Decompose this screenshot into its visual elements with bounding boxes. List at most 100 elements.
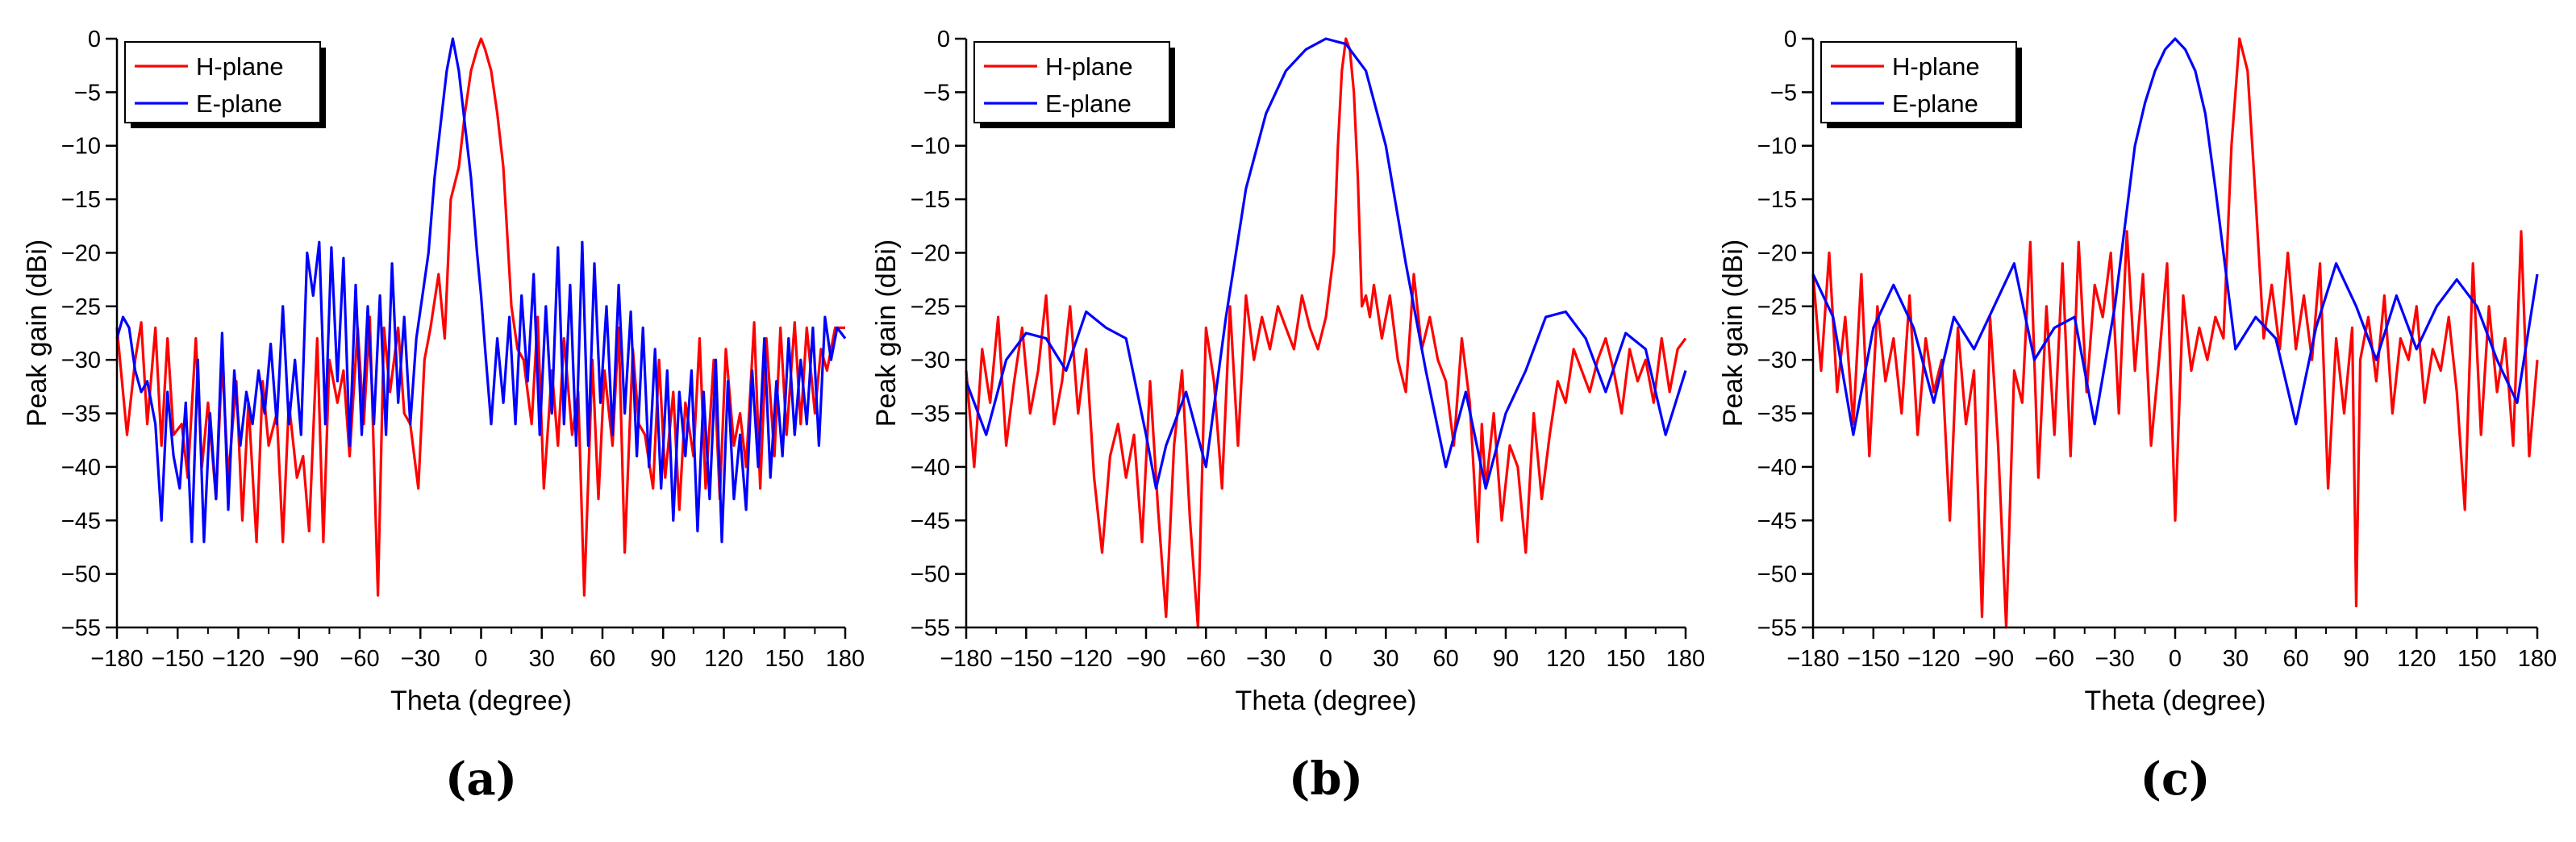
x-tick-label: 0 [474,646,487,672]
x-tick-label: −180 [940,646,992,672]
legend-box [1820,41,2017,123]
legend-label: E-plane [1045,90,1132,118]
x-tick-label: 90 [1493,646,1519,672]
y-tick-label: −15 [61,187,101,213]
x-tick-label: 90 [2343,646,2369,672]
x-tick-label: −180 [1786,646,1839,672]
series-e-plane-line [965,37,1687,490]
x-tick-label: 30 [529,646,555,672]
chart-0: −180 −150 −120 −90 −60 −30 0 30 60 90 120 150 180 0 −5… [22,27,865,806]
x-axis-title: Theta (degree) [2085,686,2266,716]
legend-label: H-plane [196,52,284,81]
chart-1: −180 −150 −120 −90 −60 −30 0 30 60 90 120 150 180 0 −5… [871,27,1705,806]
legend-label: E-plane [1892,90,1978,118]
x-tick-label: −150 [1847,646,1899,672]
x-tick-label: −120 [212,646,265,672]
y-axis-title: Peak gain (dBi) [871,240,902,427]
y-tick-label: −40 [1757,455,1797,481]
x-tick-label: −30 [2095,646,2135,672]
y-tick-label: −35 [1757,402,1797,427]
x-tick-label: −120 [1060,646,1112,672]
y-tick-label: −30 [911,348,950,373]
x-tick-label: 120 [2397,646,2436,672]
y-tick-label: −10 [61,134,101,160]
y-tick-label: 0 [1784,27,1797,52]
y-tick-label: −40 [61,455,101,481]
x-tick-label: 90 [650,646,676,672]
x-tick-label: 180 [1666,646,1705,672]
y-tick-label: −45 [61,508,101,534]
x-tick-label: 150 [765,646,804,672]
legend-label: E-plane [196,90,282,118]
y-tick-label: −10 [911,134,950,160]
legend-label: H-plane [1892,52,1980,81]
y-tick-label: −20 [1757,240,1797,266]
legend: H-plane E-plane [1820,41,2022,128]
x-tick-label: 150 [1606,646,1644,672]
panel-label: (a) [445,752,517,806]
x-tick-label: −60 [340,646,379,672]
series-e-plane-line [1811,37,2539,436]
x-tick-label: −30 [1246,646,1286,672]
y-tick-label: −5 [1770,80,1797,106]
y-tick-label: −50 [61,562,101,588]
y-tick-label: −35 [61,402,101,427]
x-tick-label: −90 [1974,646,2014,672]
y-tick-label: −50 [911,562,950,588]
series-h-plane-line [1811,37,2539,629]
x-tick-label: 120 [1546,646,1585,672]
x-tick-label: −150 [1000,646,1052,672]
x-tick-label: −60 [2035,646,2074,672]
legend-label: H-plane [1045,52,1133,81]
y-tick-label: −40 [911,455,950,481]
y-tick-label: −55 [911,615,950,641]
x-tick-label: 120 [704,646,743,672]
series-e-plane-line [115,37,847,544]
x-tick-label: 150 [2457,646,2496,672]
x-tick-label: 180 [826,646,865,672]
chart-2: −180 −150 −120 −90 −60 −30 0 30 60 90 120 150 180 0 −5… [1718,27,2557,806]
y-tick-label: −55 [1757,615,1797,641]
y-tick-label: 0 [88,27,101,52]
x-tick-label: −30 [401,646,440,672]
x-tick-label: 60 [590,646,615,672]
y-tick-label: −25 [1757,294,1797,320]
y-tick-label: −30 [61,348,101,373]
y-tick-label: −25 [61,294,101,320]
y-tick-label: −15 [911,187,950,213]
y-axis-title: Peak gain (dBi) [22,240,52,427]
y-tick-label: −45 [1757,508,1797,534]
y-tick-label: −25 [911,294,950,320]
x-tick-label: 60 [2283,646,2309,672]
x-tick-label: 30 [1373,646,1398,672]
panel-label: (c) [2140,752,2210,806]
x-tick-label: −60 [1186,646,1226,672]
x-tick-label: 180 [2518,646,2557,672]
x-axis-title: Theta (degree) [390,686,572,716]
y-axis-title: Peak gain (dBi) [1718,240,1749,427]
x-axis-title: Theta (degree) [1236,686,1417,716]
y-tick-label: −30 [1757,348,1797,373]
y-tick-label: −15 [1757,187,1797,213]
y-tick-label: −5 [74,80,101,106]
x-tick-label: −90 [279,646,319,672]
x-tick-label: −150 [152,646,204,672]
series-h-plane-line [965,37,1687,629]
x-tick-label: 0 [1319,646,1332,672]
y-tick-label: −5 [923,80,950,106]
y-tick-label: −20 [61,240,101,266]
y-tick-label: −20 [911,240,950,266]
legend: H-plane E-plane [973,41,1175,128]
x-tick-label: −90 [1126,646,1165,672]
y-tick-label: 0 [937,27,950,52]
y-tick-label: −45 [911,508,950,534]
y-tick-label: −35 [911,402,950,427]
y-tick-label: −10 [1757,134,1797,160]
y-tick-label: −50 [1757,562,1797,588]
legend: H-plane E-plane [124,41,326,128]
x-tick-label: −180 [90,646,143,672]
x-tick-label: 30 [2223,646,2249,672]
y-tick-label: −55 [61,615,101,641]
panel-label: (b) [1289,752,1363,806]
